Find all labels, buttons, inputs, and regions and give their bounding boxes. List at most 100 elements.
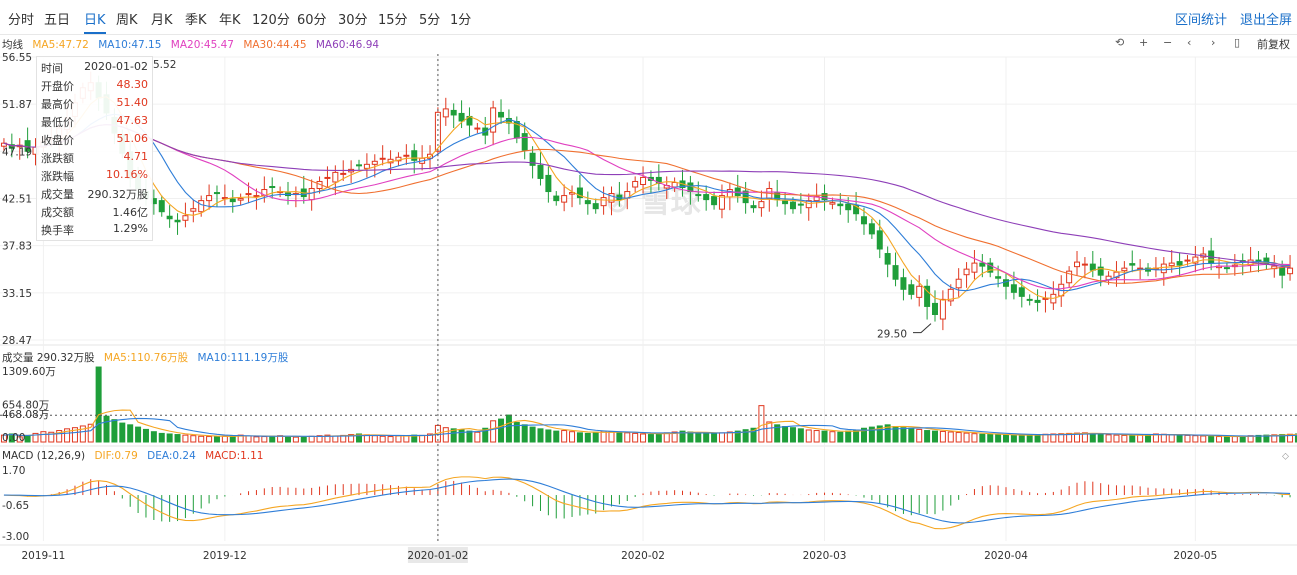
candle-body [411,150,418,161]
volume-bar [1026,434,1033,443]
price-tick-label: 47.19 [2,146,32,158]
tooltip-row: 最高价 51.40 [41,96,148,112]
volume-bar [348,434,355,443]
tab-5[interactable]: 季K [185,13,207,28]
volume-bar [308,435,315,443]
tooltip-date-label: 时间 [41,62,63,75]
prev-icon[interactable]: ‹ [1187,36,1192,49]
volume-bar [482,427,489,443]
volume-bar [829,431,836,443]
volume-bar [1129,435,1136,443]
candle-body [955,278,962,289]
candle-body [553,195,560,202]
tooltip-value: 51.06 [116,132,149,145]
volume-bar [931,430,938,443]
tab-12[interactable]: 1分 [450,13,472,28]
volume-bar [8,433,15,443]
volume-bar [521,424,528,443]
volume-bar [939,430,946,443]
volume-bar [924,430,931,443]
volume-bar [584,432,591,443]
candle-body [1113,271,1120,279]
volume-bar [182,434,189,443]
candle-body [166,215,173,220]
candle-body [900,277,907,290]
tab-9[interactable]: 30分 [338,13,368,28]
volume-bar [947,431,954,443]
volume-bar [655,433,662,443]
volume-bar [1216,436,1223,443]
low-point-label: 29.50 [877,329,907,341]
exit-fullscreen-link[interactable]: 退出全屏 [1240,13,1293,28]
candle-body [892,265,899,280]
candle-body [924,285,931,307]
candle-body [537,164,544,179]
next-icon[interactable]: › [1211,36,1216,49]
tooltip-row: 涨跌幅 10.16% [41,168,148,184]
tab-8[interactable]: 60分 [297,13,327,28]
candle-body [860,216,867,225]
tab-1[interactable]: 五日 [44,13,71,28]
ma10-line [3,113,1291,292]
tab-11[interactable]: 5分 [419,13,441,28]
x-axis-label: 2020-04 [984,550,1028,562]
volume-bar [679,430,686,443]
volume-bar [466,430,473,443]
volume-bar [1089,433,1096,443]
range-stats-link[interactable]: 区间统计 [1175,13,1228,28]
volume-legend-label: 成交量 290.32万股 [2,352,95,364]
period-tab-bar: 分时 五日 日K 周K 月K 季K 年K 120分 60分 30分 15分 5分 1分 区间统计 退出全… [0,0,1297,35]
volume-bar [387,436,394,443]
tab-3[interactable]: 周K [116,13,138,28]
tab-2[interactable]: 日K [84,9,106,34]
volume-bar [860,427,867,443]
candle-body [995,276,1002,279]
volume-bar [371,435,378,443]
volume-bar [569,431,576,443]
candle-body [308,188,315,201]
zoom-out-icon[interactable]: − [1163,36,1173,49]
volume-bar [64,428,71,443]
volume-bar [718,432,725,443]
tab-7[interactable]: 120分 [252,13,290,28]
volume-bar [900,427,907,443]
candle-body [1160,263,1167,274]
volume-bar [711,433,718,443]
volume-bar [1168,434,1175,443]
tab-6[interactable]: 年K [219,13,241,28]
tab-10[interactable]: 15分 [378,13,408,28]
candle-body [1003,279,1010,287]
candle-body [718,195,725,210]
zoom-in-icon[interactable]: + [1139,36,1149,49]
candle-body [916,285,923,298]
tab-0[interactable]: 分时 [8,13,35,28]
candle-body [979,262,986,267]
volume-bar [1255,434,1262,443]
tab-4[interactable]: 月K [151,13,173,28]
volume-bar [616,431,623,443]
volume-bar [324,434,331,443]
candle-body [1184,259,1191,262]
volume-bar [198,435,205,443]
volume-bar [166,433,173,443]
tooltip-row: 涨跌额 4.71 [41,150,148,166]
adjust-mode-button[interactable]: 前复权 [1257,38,1290,51]
candle-body [561,195,568,203]
dif-line [3,476,1291,530]
candle-body [379,157,386,160]
candle-body [1074,261,1081,268]
undo-icon[interactable]: ⟲ [1115,36,1125,49]
volume-bar [450,428,457,443]
candle-body [1034,299,1041,303]
candle-body [1192,256,1199,264]
volume-bar [1184,434,1191,443]
volume-bar [632,432,639,443]
volume-bar [624,432,631,443]
candle-body [442,108,449,118]
ma20-legend: MA20:45.47 [170,39,234,51]
candle-body [726,189,733,198]
ma60-legend: MA60:46.94 [315,39,380,51]
macd-value-legend: MACD:1.11 [205,450,264,462]
volume-bar [750,427,757,443]
